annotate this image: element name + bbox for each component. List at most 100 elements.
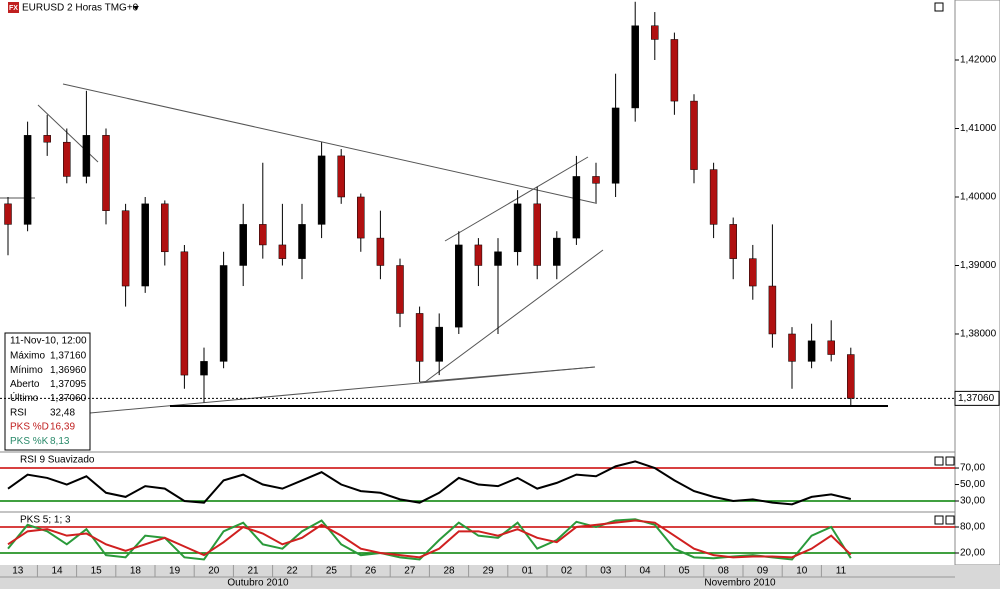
info-label: PKS %D (10, 422, 49, 433)
x-tick-label: 02 (561, 566, 573, 577)
candle-body (847, 354, 855, 399)
candle-body (4, 203, 12, 225)
candle-body (317, 155, 326, 225)
info-value: 1,37160 (50, 351, 87, 362)
month-label: Novembro 2010 (704, 578, 776, 589)
candle-body (102, 135, 110, 211)
fx-icon (8, 2, 19, 13)
info-box-frame (4, 332, 91, 451)
y-tick-label: 1,41000 (960, 123, 997, 134)
candle-body (82, 135, 91, 177)
x-tick-label: 20 (208, 566, 220, 577)
x-tick-label: 19 (169, 566, 181, 577)
candle-body (670, 39, 679, 102)
candle-body (553, 237, 561, 266)
info-value: 1,36960 (50, 365, 87, 376)
x-tick-label: 14 (51, 566, 63, 577)
candle-body (259, 224, 267, 246)
candle-body (161, 203, 169, 253)
month-label: Outubro 2010 (227, 578, 289, 589)
candle-body (494, 251, 502, 266)
candle-body (827, 340, 835, 355)
close-button[interactable] (945, 515, 955, 525)
dropdown[interactable] (133, 6, 139, 10)
candle-body (631, 25, 639, 109)
candle-body (592, 176, 600, 184)
x-tick-label: 05 (679, 566, 691, 577)
candle-body (729, 224, 737, 259)
x-tick-label: 28 (443, 566, 455, 577)
info-label: Último (10, 391, 39, 404)
candle-body (376, 237, 385, 266)
y-tick-label: 50,00 (960, 479, 985, 490)
y-tick-label: 70,00 (960, 463, 985, 474)
info-datetime: 11-Nov-10, 12:00 (10, 336, 87, 347)
y-tick-label: 20,00 (960, 548, 985, 559)
info-label: Aberto (10, 379, 40, 390)
candle-body (611, 107, 620, 184)
x-tick-label: 15 (91, 566, 103, 577)
price-axis (954, 0, 1000, 566)
candle-body (788, 333, 796, 362)
maximize-button[interactable] (934, 456, 944, 466)
last-price-label: 1,37060 (958, 393, 995, 404)
maximize-button[interactable] (934, 2, 944, 12)
x-tick-label: 29 (483, 566, 495, 577)
chart-title: EURUSD 2 Horas TMG+0 (22, 3, 139, 14)
candle-body (23, 135, 32, 225)
info-value: 8,13 (50, 436, 70, 447)
candle-body (807, 340, 816, 362)
panel-title: RSI 9 Suavizado (20, 455, 95, 466)
candle-body (180, 251, 189, 376)
info-box: 11-Nov-10, 12:00 Máximo 1,37160 Mínimo 1,36… (4, 332, 91, 451)
candle-body (219, 265, 228, 362)
y-tick-label: 80,00 (960, 522, 985, 533)
y-tick-label: 1,42000 (960, 55, 997, 66)
x-tick-label: 22 (287, 566, 299, 577)
close-button[interactable] (945, 456, 955, 466)
y-tick-label: 1,38000 (960, 329, 997, 340)
x-tick-label: 13 (12, 566, 24, 577)
candle-body (43, 135, 51, 143)
x-tick-label: 18 (130, 566, 142, 577)
candle-body (337, 155, 345, 198)
maximize-button[interactable] (934, 515, 944, 525)
x-tick-label: 01 (522, 566, 534, 577)
trend-line (444, 156, 589, 242)
trend-line (424, 249, 604, 383)
x-tick-label: 26 (365, 566, 377, 577)
candle-body (396, 265, 404, 314)
candle-body (200, 361, 208, 376)
candle-body (121, 210, 130, 287)
panel-title: PKS 5; 1; 3 (20, 515, 71, 526)
x-tick-label: 10 (796, 566, 808, 577)
info-label: Máximo (10, 351, 45, 362)
candle-body (278, 244, 287, 259)
indicator-line (7, 460, 852, 506)
candle-body (768, 285, 777, 335)
candle-body (435, 326, 443, 362)
candle-body (572, 176, 581, 239)
candle-body (455, 244, 463, 328)
candle-body (690, 100, 698, 170)
candle-body (298, 224, 306, 259)
fx-icon-text: FX (9, 5, 18, 12)
x-tick-label: 27 (404, 566, 416, 577)
candle-body (63, 141, 71, 177)
info-value: 1,37095 (50, 379, 87, 390)
trend-line (62, 83, 596, 204)
x-tick-label: 11 (836, 566, 847, 577)
candle-body (513, 203, 522, 253)
x-tick-label: 04 (639, 566, 651, 577)
x-tick-label: 08 (718, 566, 730, 577)
y-tick-label: 1,39000 (960, 260, 997, 271)
candle-body (357, 196, 365, 239)
candle-body (749, 258, 757, 287)
x-tick-label: 25 (326, 566, 338, 577)
x-tick-label: 03 (600, 566, 612, 577)
trend-lines (0, 83, 888, 414)
candle-body (709, 169, 718, 225)
candle-body (415, 313, 424, 362)
candle-body (239, 224, 247, 266)
